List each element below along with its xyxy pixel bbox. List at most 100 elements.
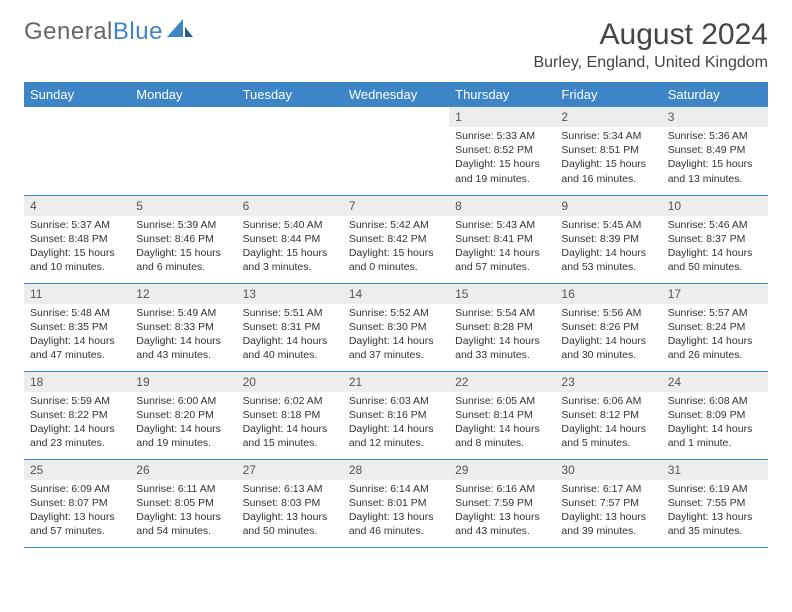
sunrise-text: Sunrise: 6:19 AM (668, 482, 762, 496)
day-number: 21 (343, 372, 449, 392)
calendar-day: 15Sunrise: 5:54 AMSunset: 8:28 PMDayligh… (449, 283, 555, 371)
sunrise-text: Sunrise: 6:13 AM (243, 482, 337, 496)
daylight-text: Daylight: 14 hours and 33 minutes. (455, 334, 549, 362)
sunset-text: Sunset: 8:20 PM (136, 408, 230, 422)
daylight-text: Daylight: 14 hours and 26 minutes. (668, 334, 762, 362)
sunrise-text: Sunrise: 5:54 AM (455, 306, 549, 320)
day-number: 23 (555, 372, 661, 392)
calendar-week: 4Sunrise: 5:37 AMSunset: 8:48 PMDaylight… (24, 195, 768, 283)
daylight-text: Daylight: 13 hours and 35 minutes. (668, 510, 762, 538)
daylight-text: Daylight: 13 hours and 57 minutes. (30, 510, 124, 538)
day-number: 3 (662, 107, 768, 127)
day-number: 31 (662, 460, 768, 480)
daylight-text: Daylight: 15 hours and 19 minutes. (455, 157, 549, 185)
calendar-day: 19Sunrise: 6:00 AMSunset: 8:20 PMDayligh… (130, 371, 236, 459)
day-info: Sunrise: 5:54 AMSunset: 8:28 PMDaylight:… (449, 304, 555, 367)
day-number: 7 (343, 196, 449, 216)
calendar-head: SundayMondayTuesdayWednesdayThursdayFrid… (24, 82, 768, 107)
daylight-text: Daylight: 15 hours and 3 minutes. (243, 246, 337, 274)
sunrise-text: Sunrise: 5:39 AM (136, 218, 230, 232)
daylight-text: Daylight: 14 hours and 53 minutes. (561, 246, 655, 274)
sunrise-text: Sunrise: 6:06 AM (561, 394, 655, 408)
sunrise-text: Sunrise: 5:40 AM (243, 218, 337, 232)
calendar-day: 16Sunrise: 5:56 AMSunset: 8:26 PMDayligh… (555, 283, 661, 371)
sunset-text: Sunset: 8:28 PM (455, 320, 549, 334)
day-info: Sunrise: 6:11 AMSunset: 8:05 PMDaylight:… (130, 480, 236, 543)
day-number: 26 (130, 460, 236, 480)
day-info: Sunrise: 6:03 AMSunset: 8:16 PMDaylight:… (343, 392, 449, 455)
sunset-text: Sunset: 8:31 PM (243, 320, 337, 334)
calendar-day: 31Sunrise: 6:19 AMSunset: 7:55 PMDayligh… (662, 459, 768, 547)
calendar-day: 27Sunrise: 6:13 AMSunset: 8:03 PMDayligh… (237, 459, 343, 547)
calendar-day: 5Sunrise: 5:39 AMSunset: 8:46 PMDaylight… (130, 195, 236, 283)
sunrise-text: Sunrise: 6:08 AM (668, 394, 762, 408)
daylight-text: Daylight: 14 hours and 40 minutes. (243, 334, 337, 362)
daylight-text: Daylight: 15 hours and 10 minutes. (30, 246, 124, 274)
day-number: 15 (449, 284, 555, 304)
daylight-text: Daylight: 14 hours and 8 minutes. (455, 422, 549, 450)
calendar-day: 20Sunrise: 6:02 AMSunset: 8:18 PMDayligh… (237, 371, 343, 459)
daylight-text: Daylight: 14 hours and 50 minutes. (668, 246, 762, 274)
sunset-text: Sunset: 8:26 PM (561, 320, 655, 334)
daylight-text: Daylight: 14 hours and 37 minutes. (349, 334, 443, 362)
day-info: Sunrise: 6:16 AMSunset: 7:59 PMDaylight:… (449, 480, 555, 543)
sunset-text: Sunset: 8:44 PM (243, 232, 337, 246)
calendar-day (130, 107, 236, 195)
day-info: Sunrise: 5:40 AMSunset: 8:44 PMDaylight:… (237, 216, 343, 279)
daylight-text: Daylight: 13 hours and 43 minutes. (455, 510, 549, 538)
sunrise-text: Sunrise: 5:37 AM (30, 218, 124, 232)
calendar-week: 18Sunrise: 5:59 AMSunset: 8:22 PMDayligh… (24, 371, 768, 459)
sunset-text: Sunset: 8:18 PM (243, 408, 337, 422)
calendar-day: 26Sunrise: 6:11 AMSunset: 8:05 PMDayligh… (130, 459, 236, 547)
day-number: 12 (130, 284, 236, 304)
calendar-day: 1Sunrise: 5:33 AMSunset: 8:52 PMDaylight… (449, 107, 555, 195)
day-number: 19 (130, 372, 236, 392)
sunrise-text: Sunrise: 5:46 AM (668, 218, 762, 232)
calendar-week: 11Sunrise: 5:48 AMSunset: 8:35 PMDayligh… (24, 283, 768, 371)
sunrise-text: Sunrise: 5:49 AM (136, 306, 230, 320)
calendar-day: 28Sunrise: 6:14 AMSunset: 8:01 PMDayligh… (343, 459, 449, 547)
day-info: Sunrise: 6:13 AMSunset: 8:03 PMDaylight:… (237, 480, 343, 543)
day-number: 27 (237, 460, 343, 480)
sunrise-text: Sunrise: 6:11 AM (136, 482, 230, 496)
day-info: Sunrise: 5:33 AMSunset: 8:52 PMDaylight:… (449, 127, 555, 190)
daylight-text: Daylight: 14 hours and 23 minutes. (30, 422, 124, 450)
day-info: Sunrise: 6:02 AMSunset: 8:18 PMDaylight:… (237, 392, 343, 455)
sunrise-text: Sunrise: 5:34 AM (561, 129, 655, 143)
day-info: Sunrise: 6:05 AMSunset: 8:14 PMDaylight:… (449, 392, 555, 455)
calendar-day (343, 107, 449, 195)
day-number: 17 (662, 284, 768, 304)
sunset-text: Sunset: 8:16 PM (349, 408, 443, 422)
calendar-day: 2Sunrise: 5:34 AMSunset: 8:51 PMDaylight… (555, 107, 661, 195)
calendar-body: 1Sunrise: 5:33 AMSunset: 8:52 PMDaylight… (24, 107, 768, 547)
sunset-text: Sunset: 8:03 PM (243, 496, 337, 510)
weekday-header: Thursday (449, 82, 555, 107)
weekday-header: Tuesday (237, 82, 343, 107)
daylight-text: Daylight: 15 hours and 13 minutes. (668, 157, 762, 185)
sunrise-text: Sunrise: 6:16 AM (455, 482, 549, 496)
day-info: Sunrise: 5:52 AMSunset: 8:30 PMDaylight:… (343, 304, 449, 367)
day-number: 6 (237, 196, 343, 216)
sunset-text: Sunset: 8:01 PM (349, 496, 443, 510)
weekday-header: Friday (555, 82, 661, 107)
weekday-header: Sunday (24, 82, 130, 107)
daylight-text: Daylight: 14 hours and 19 minutes. (136, 422, 230, 450)
sunrise-text: Sunrise: 5:51 AM (243, 306, 337, 320)
sunset-text: Sunset: 8:49 PM (668, 143, 762, 157)
day-number: 9 (555, 196, 661, 216)
calendar-day: 10Sunrise: 5:46 AMSunset: 8:37 PMDayligh… (662, 195, 768, 283)
day-info: Sunrise: 5:34 AMSunset: 8:51 PMDaylight:… (555, 127, 661, 190)
brand-logo: GeneralBlue (24, 18, 193, 46)
brand-part1: General (24, 18, 113, 46)
calendar-day: 12Sunrise: 5:49 AMSunset: 8:33 PMDayligh… (130, 283, 236, 371)
sunrise-text: Sunrise: 5:48 AM (30, 306, 124, 320)
calendar-week: 25Sunrise: 6:09 AMSunset: 8:07 PMDayligh… (24, 459, 768, 547)
calendar-week: 1Sunrise: 5:33 AMSunset: 8:52 PMDaylight… (24, 107, 768, 195)
calendar-day: 7Sunrise: 5:42 AMSunset: 8:42 PMDaylight… (343, 195, 449, 283)
day-number: 10 (662, 196, 768, 216)
day-info: Sunrise: 5:59 AMSunset: 8:22 PMDaylight:… (24, 392, 130, 455)
sunset-text: Sunset: 8:24 PM (668, 320, 762, 334)
day-number: 29 (449, 460, 555, 480)
day-number: 22 (449, 372, 555, 392)
day-info: Sunrise: 5:57 AMSunset: 8:24 PMDaylight:… (662, 304, 768, 367)
